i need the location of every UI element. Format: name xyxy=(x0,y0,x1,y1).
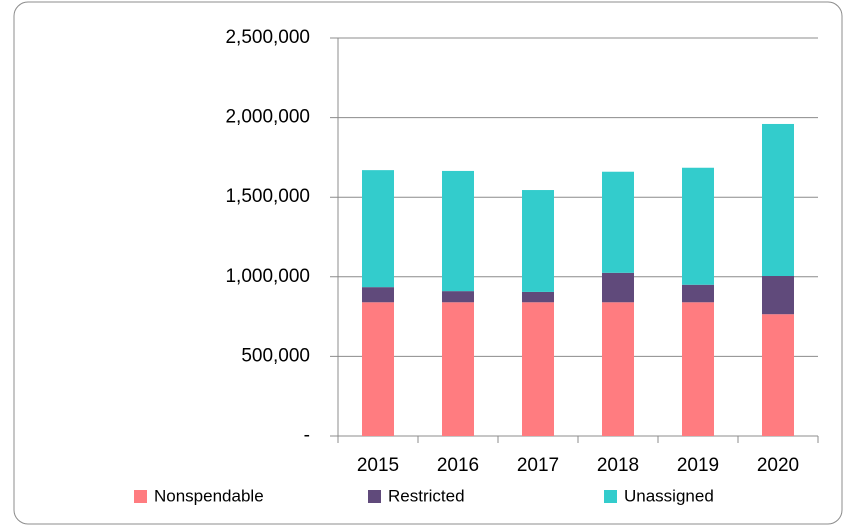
legend-swatch xyxy=(134,490,147,503)
legend-swatch xyxy=(368,490,381,503)
x-tick-label: 2016 xyxy=(437,455,479,476)
x-tick-label: 2015 xyxy=(357,455,399,476)
legend-label: Nonspendable xyxy=(154,486,264,505)
legend-swatch xyxy=(604,490,617,503)
y-tick-label: 1,500,000 xyxy=(225,186,310,207)
y-tick-label: 2,000,000 xyxy=(225,107,310,128)
bar-segment xyxy=(362,170,394,288)
bar-segment xyxy=(522,190,554,292)
bar-segment xyxy=(762,276,794,315)
x-tick-label: 2020 xyxy=(757,455,799,476)
bar-segment xyxy=(762,123,794,277)
x-tick-label: 2017 xyxy=(517,455,559,476)
y-tick-label: 2,500,000 xyxy=(225,27,310,48)
bar-segment xyxy=(442,170,474,292)
bar-segment xyxy=(522,302,554,436)
bar-segment xyxy=(682,284,714,303)
legend-label: Restricted xyxy=(388,486,465,505)
bar-segment xyxy=(682,302,714,436)
bar-segment xyxy=(522,291,554,303)
bar-segment xyxy=(442,302,474,436)
bar-segment xyxy=(682,167,714,285)
bar-segment xyxy=(362,302,394,436)
x-tick-label: 2019 xyxy=(677,455,719,476)
bar-segment xyxy=(762,314,794,436)
bar-segment xyxy=(602,171,634,273)
legend-label: Unassigned xyxy=(624,486,714,505)
y-tick-label: 500,000 xyxy=(241,345,310,366)
bar-segment xyxy=(602,302,634,436)
y-tick-label: - xyxy=(304,425,310,446)
bar-segment xyxy=(602,272,634,303)
chart-frame xyxy=(13,1,843,525)
bar-segment xyxy=(362,287,394,303)
bar-segment xyxy=(442,291,474,303)
y-tick-label: 1,000,000 xyxy=(225,266,310,287)
x-tick-label: 2018 xyxy=(597,455,639,476)
